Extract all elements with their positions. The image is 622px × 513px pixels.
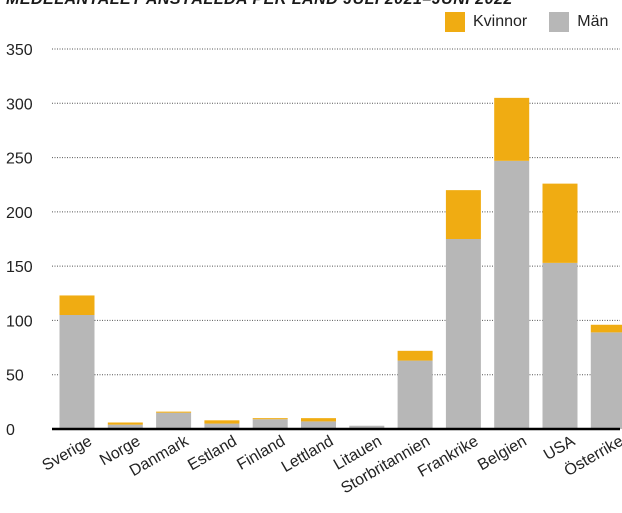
y-tick-label: 150	[6, 259, 33, 276]
x-tick-label: Lettland	[279, 433, 337, 476]
bar-man	[494, 160, 530, 430]
x-tick-label: Belgien	[475, 433, 530, 474]
bar-man	[542, 262, 578, 429]
legend-swatch-kvinnor	[445, 12, 465, 32]
legend-item-kvinnor: Kvinnor	[445, 12, 527, 32]
y-tick-label: 350	[6, 42, 33, 59]
bar-man	[349, 425, 385, 429]
y-tick-label: 50	[6, 368, 24, 385]
bar-man	[590, 332, 622, 429]
bar-kvinnor	[59, 295, 95, 315]
bar-man	[252, 419, 288, 429]
bar-man	[59, 315, 95, 429]
chart-title: MEDELANTALET ANSTÄLLDA PER LAND JULI 202…	[6, 0, 513, 9]
bar-man	[107, 424, 143, 429]
y-tick-label: 250	[6, 151, 33, 168]
bar-man	[445, 239, 481, 429]
x-tick-label: Finland	[234, 433, 288, 474]
bar-kvinnor	[590, 324, 622, 333]
bar-man	[156, 412, 192, 429]
x-tick-label: Sverige	[40, 433, 96, 475]
bar-kvinnor	[397, 350, 433, 361]
bar-kvinnor	[301, 418, 336, 422]
bar-kvinnor	[252, 418, 288, 420]
x-tick-label: Estland	[185, 433, 240, 474]
legend-item-man: Män	[549, 12, 608, 32]
y-tick-label: 200	[6, 205, 33, 222]
bar-kvinnor	[204, 420, 240, 424]
bar-kvinnor	[107, 422, 143, 425]
bar-man	[301, 421, 336, 429]
bar-kvinnor	[542, 183, 578, 263]
bar-kvinnor	[445, 190, 481, 239]
bar-kvinnor	[494, 97, 530, 161]
y-tick-label: 300	[6, 96, 33, 113]
legend: Kvinnor Män	[445, 12, 622, 32]
bar-kvinnor	[156, 411, 192, 413]
bar-man	[397, 360, 433, 429]
y-tick-label: 100	[6, 313, 33, 330]
legend-label-kvinnor: Kvinnor	[473, 13, 528, 30]
bar-man	[204, 423, 240, 429]
legend-swatch-man	[549, 12, 570, 32]
legend-label-man: Män	[577, 13, 609, 30]
y-tick-label: 0	[6, 422, 15, 439]
